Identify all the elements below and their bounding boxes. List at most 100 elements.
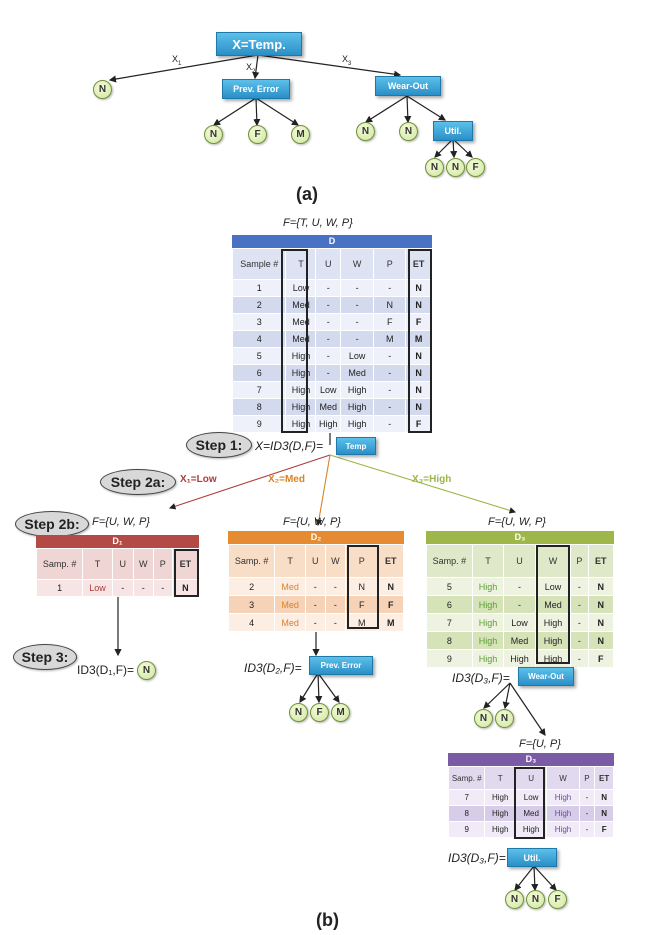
table-cell: Low [82, 579, 113, 597]
temp-node: Temp [336, 437, 376, 455]
table-cell: - [570, 631, 589, 650]
leaf-node: N [399, 122, 418, 141]
table-header-cell: Samp. # [426, 544, 473, 578]
table-d: Sample # T U W P ET 1 Low - - - N 2 Med - - N N 3 Med - - F F 4 M… [231, 248, 432, 433]
branch-med-label: X₂=Med [268, 474, 305, 485]
table-row: 9 High High High - F [426, 649, 615, 668]
table-cell: F [377, 595, 404, 614]
leaf-node: M [291, 125, 310, 144]
table-row: 5 High - Low - N [231, 347, 432, 365]
table-cell: Med [274, 613, 306, 632]
table-cell: F [587, 649, 615, 668]
feature-set-d1: F={U, W, P} [92, 516, 150, 528]
caption-a: (a) [296, 184, 318, 204]
step2b-badge: Step 2b: [15, 511, 89, 537]
table-cell: Low [340, 347, 375, 365]
caption-b: (b) [316, 910, 339, 930]
wear-out-node-b: Wear-Out [518, 667, 574, 686]
feature-set-d3: F={U, W, P} [488, 516, 546, 528]
table-header-cell: W [132, 548, 154, 580]
table-cell: 6 [231, 364, 287, 382]
table-cell: F [373, 313, 407, 331]
table-cell: - [373, 364, 407, 382]
table-cell: - [340, 279, 375, 297]
table-cell: - [570, 649, 589, 668]
table-d3: Samp. # T U W P ET 5 High - Low - N 6 High - Med - N 7 High… [426, 544, 615, 668]
branch-high-label: X₃=High [412, 474, 452, 485]
table-header-cell: T [471, 544, 505, 578]
table-cell: - [503, 577, 536, 596]
table-d1: Samp. # T U W P ET 1 Low - - - N [35, 548, 200, 597]
table-cell: High [471, 595, 505, 614]
table-cell: N [594, 789, 614, 806]
leaf-node: N [289, 703, 308, 722]
edge-label-x2: X2 [246, 62, 256, 75]
table-header-cell: P [373, 248, 407, 280]
table-header-row: Sample # T U W P ET [231, 248, 432, 280]
table-cell: Low [503, 613, 536, 632]
table-header-cell: U [514, 766, 548, 790]
table-cell: N [377, 577, 404, 596]
edge-label-x3: X3 [342, 54, 352, 67]
table-cell: - [315, 330, 342, 348]
table-header-cell: U [304, 544, 326, 578]
table-header-cell: W [340, 248, 375, 280]
table-header-cell: Samp. # [227, 544, 276, 578]
table-header-cell: T [82, 548, 113, 580]
prev-error-node: Prev. Error [222, 79, 290, 99]
step3-badge: Step 3: [13, 644, 77, 670]
table-row: 6 High - Med - N [426, 595, 615, 614]
table-cell: F [594, 821, 614, 838]
table-header-cell: P [345, 544, 379, 578]
table-row: 2 Med - - N N [231, 296, 432, 314]
table-cell: 8 [231, 398, 287, 416]
table-cell: - [315, 313, 342, 331]
table-d3b-title: D₃ [448, 753, 614, 766]
table-cell: High [484, 805, 516, 822]
table-cell: N [587, 613, 615, 632]
table-cell: - [111, 579, 134, 597]
table-header-cell: Samp. # [447, 766, 486, 790]
table-header-cell: ET [171, 548, 200, 580]
table-cell: - [570, 595, 589, 614]
util-node-b: Util. [507, 848, 557, 867]
table-cell: - [315, 347, 342, 365]
leaf-node: N [495, 709, 514, 728]
leaf-node: N [474, 709, 493, 728]
prev-error-node-b: Prev. Error [309, 656, 373, 675]
table-row: 9 High High High - F [231, 415, 432, 433]
table-d2-p-outline [347, 545, 379, 629]
table-header-cell: T [484, 766, 516, 790]
table-cell: 3 [231, 313, 287, 331]
table-cell: 9 [447, 821, 486, 838]
table-cell: Med [274, 595, 306, 614]
leaf-node: N [93, 80, 112, 99]
feature-set-up: F={U, P} [519, 738, 561, 750]
table-d2-title: D₂ [228, 531, 404, 544]
table-row: 8 High Med High - N [447, 805, 614, 822]
table-row: 9 High High High - F [447, 821, 614, 838]
table-row: 6 High - Med - N [231, 364, 432, 382]
table-row: 5 High - Low - N [426, 577, 615, 596]
table-cell: High [340, 381, 375, 399]
table-header-cell: ET [594, 766, 614, 790]
table-cell: 1 [231, 279, 287, 297]
branch-low-label: X₁=Low [180, 474, 217, 485]
step1-badge: Step 1: [186, 432, 252, 458]
table-cell: 4 [231, 330, 287, 348]
table-cell: - [324, 577, 347, 596]
table-cell: High [471, 613, 505, 632]
table-cell: High [546, 821, 580, 838]
table-cell: 5 [426, 577, 473, 596]
table-header-cell: ET [377, 544, 404, 578]
table-cell: - [304, 613, 326, 632]
leaf-node: N [446, 158, 465, 177]
table-cell: 8 [426, 631, 473, 650]
table-d3-w-outline [536, 545, 570, 664]
table-d3-title: D₃ [426, 531, 614, 544]
table-cell: - [578, 821, 596, 838]
table-d3b: Samp. # T U W P ET 7 High Low High - N 8 High Med High -… [447, 766, 614, 838]
table-header-cell: U [503, 544, 536, 578]
table-header-cell: P [570, 544, 589, 578]
table-cell: - [315, 296, 342, 314]
